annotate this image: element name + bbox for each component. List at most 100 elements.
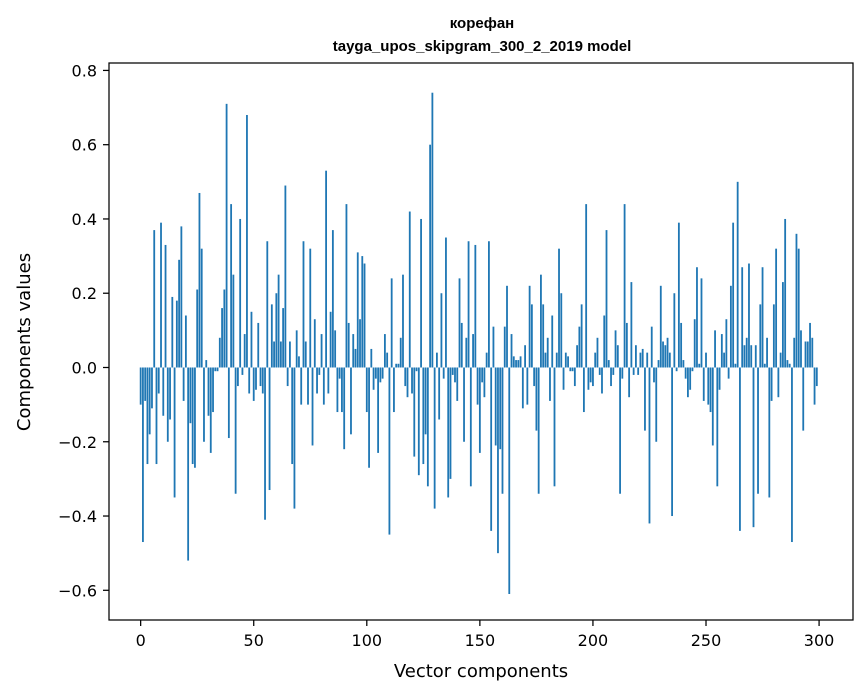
bar (365, 367, 368, 413)
y-tick-label: −0.6 (58, 581, 97, 600)
bar (142, 367, 144, 543)
bar (619, 367, 621, 494)
bar (433, 367, 436, 509)
bar (723, 352, 726, 368)
bar (718, 367, 721, 390)
bar (580, 304, 583, 368)
bar (815, 367, 818, 387)
bar (528, 285, 531, 368)
bar (212, 367, 214, 413)
bar (777, 367, 780, 398)
bar (637, 367, 640, 375)
bar (205, 360, 208, 368)
bar (625, 322, 628, 368)
bar (415, 367, 418, 372)
bar (456, 367, 459, 401)
bar (209, 367, 212, 453)
bar (325, 170, 327, 368)
y-tick-label: 0.0 (72, 358, 97, 377)
bar (488, 241, 490, 368)
bar (644, 367, 646, 431)
bar (671, 367, 673, 517)
bar (397, 363, 400, 368)
bar (395, 363, 398, 368)
bar (139, 367, 142, 405)
bar (668, 352, 671, 368)
bar (784, 218, 787, 368)
bar (388, 367, 391, 535)
bar (700, 278, 703, 368)
bar (605, 230, 608, 368)
bar (336, 367, 339, 413)
bar (347, 322, 350, 368)
bar (467, 241, 470, 368)
bar (148, 367, 151, 435)
bar (687, 367, 689, 398)
bar (146, 367, 149, 465)
bar (804, 341, 807, 368)
bar (460, 322, 463, 368)
bar (246, 114, 248, 368)
bar (438, 367, 441, 420)
bar (741, 267, 744, 368)
bar (696, 267, 698, 368)
chart-subtitle: tayga_upos_skipgram_300_2_2019 model (333, 38, 632, 55)
bar (293, 367, 296, 509)
bar (537, 367, 540, 494)
bar (555, 352, 558, 368)
bar (519, 356, 522, 368)
bar (607, 360, 610, 368)
bar (759, 304, 762, 368)
bar (458, 278, 461, 368)
bar (592, 367, 594, 387)
bar (162, 367, 165, 416)
bar (399, 337, 402, 368)
bar (331, 230, 334, 368)
bar (268, 367, 271, 491)
bar (408, 211, 411, 368)
bar (266, 241, 269, 368)
bar (501, 367, 504, 494)
x-tick-label: 250 (691, 631, 722, 650)
bar (743, 345, 746, 368)
bar (603, 315, 606, 368)
bar (641, 348, 644, 368)
bar (655, 367, 658, 442)
x-tick-label: 0 (136, 631, 146, 650)
bar (261, 367, 264, 394)
bar (720, 334, 723, 368)
bar (311, 367, 314, 446)
bar (300, 367, 303, 405)
bar (788, 363, 791, 368)
bar (492, 326, 495, 368)
x-tick-label: 50 (244, 631, 264, 650)
bar (241, 367, 244, 375)
bar (334, 330, 337, 368)
chart-title: корефан (450, 15, 515, 32)
bar (155, 367, 158, 465)
bar (727, 367, 730, 379)
bar (517, 360, 520, 368)
bar (264, 367, 266, 520)
bar (752, 367, 755, 528)
bar (673, 293, 676, 368)
bar (650, 326, 653, 368)
bar (426, 367, 429, 487)
bar (343, 367, 346, 450)
bar (390, 278, 393, 368)
bar (465, 337, 468, 368)
bar (429, 144, 432, 368)
bar (791, 367, 793, 543)
bar (542, 304, 545, 368)
bar (490, 367, 493, 531)
bar (775, 248, 778, 368)
bar (497, 367, 499, 554)
x-axis-label: Vector components (394, 661, 568, 682)
y-tick-label: 0.8 (72, 61, 97, 80)
bar (761, 267, 764, 368)
bar (499, 367, 502, 450)
bar (329, 311, 332, 368)
bar (198, 192, 201, 368)
bar (180, 226, 183, 368)
